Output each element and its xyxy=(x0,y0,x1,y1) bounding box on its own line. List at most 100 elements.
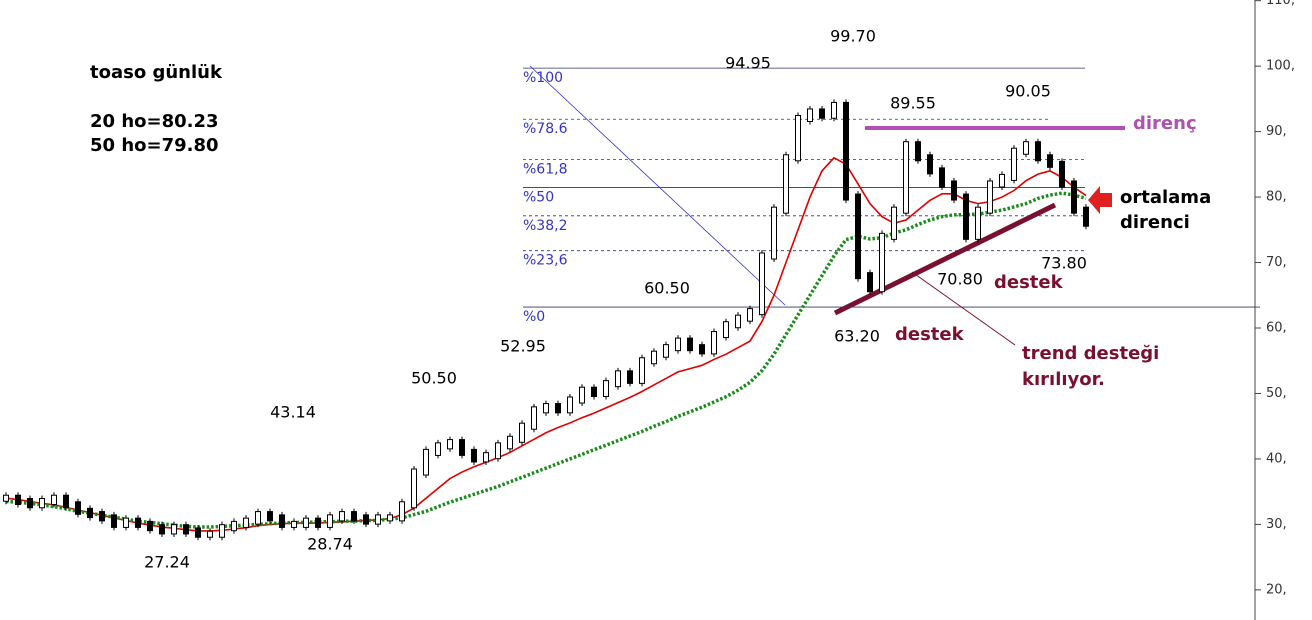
candle xyxy=(279,514,285,528)
candle xyxy=(75,501,81,515)
candle xyxy=(183,524,189,535)
candle xyxy=(891,206,897,240)
candle xyxy=(459,439,465,456)
candle xyxy=(627,370,633,384)
candle xyxy=(687,337,693,352)
candle xyxy=(111,514,117,528)
candle xyxy=(855,193,861,280)
candle xyxy=(699,344,705,355)
candle xyxy=(795,115,801,162)
candle xyxy=(723,321,729,339)
price-label: 43.14 xyxy=(270,403,316,422)
annotation: destek xyxy=(895,324,965,345)
annotation: destek xyxy=(994,272,1064,293)
candle xyxy=(519,422,525,443)
candle xyxy=(1011,147,1017,181)
candle xyxy=(123,517,129,528)
candle xyxy=(483,452,489,463)
annotation: ortalama xyxy=(1120,187,1211,208)
fib-label: %78.6 xyxy=(523,121,568,137)
annotation: trend desteği xyxy=(1022,343,1159,364)
candle xyxy=(267,511,273,522)
fib-label: %100 xyxy=(523,70,563,86)
candle xyxy=(435,442,441,456)
y-tick-label: 30, xyxy=(1266,517,1287,532)
candle xyxy=(543,403,549,414)
candle xyxy=(603,380,609,397)
candle xyxy=(51,494,57,505)
candle xyxy=(99,511,105,522)
price-label: 63.20 xyxy=(834,327,880,346)
arrow xyxy=(1088,186,1112,214)
price-label: 90.05 xyxy=(1005,82,1051,101)
candle xyxy=(615,370,621,388)
y-tick-label: 80, xyxy=(1266,190,1287,205)
candle xyxy=(591,386,597,397)
chart-title: toaso günlük xyxy=(90,62,223,83)
candle xyxy=(735,314,741,329)
candle xyxy=(39,497,45,509)
candle xyxy=(975,206,981,240)
candle xyxy=(87,507,93,519)
price-label: 94.95 xyxy=(725,54,771,73)
candle xyxy=(303,517,309,528)
y-tick-label: 40, xyxy=(1266,451,1287,466)
price-label: 89.55 xyxy=(890,94,936,113)
candle xyxy=(447,439,453,450)
candle xyxy=(219,524,225,538)
candle xyxy=(771,206,777,260)
candle xyxy=(567,396,573,414)
candle xyxy=(1059,160,1065,188)
price-label: 27.24 xyxy=(144,553,190,572)
candle xyxy=(867,272,873,293)
candle xyxy=(879,232,885,293)
fib-label: %38,2 xyxy=(523,218,567,234)
candle xyxy=(171,524,177,535)
annotation: direnci xyxy=(1120,212,1190,233)
candle xyxy=(915,141,921,162)
candle xyxy=(339,511,345,522)
y-tick-label: 90, xyxy=(1266,124,1287,139)
candle xyxy=(783,154,789,214)
note: 50 ho=79.80 xyxy=(90,135,219,156)
candle xyxy=(579,386,585,404)
candle xyxy=(195,527,201,538)
y-tick-label: 50, xyxy=(1266,386,1287,401)
candle xyxy=(291,520,297,528)
candle xyxy=(351,511,357,522)
candle xyxy=(363,514,369,525)
annotation: kırılıyor. xyxy=(1022,369,1105,390)
candle xyxy=(3,494,9,502)
price-label: 50.50 xyxy=(411,369,457,388)
fib-label: %0 xyxy=(523,309,545,325)
y-tick-label: 20, xyxy=(1266,582,1287,597)
candle xyxy=(843,101,849,201)
candle xyxy=(903,141,909,214)
candle xyxy=(231,520,237,532)
price-label: 73.80 xyxy=(1041,254,1087,273)
candle xyxy=(411,468,417,509)
candle xyxy=(15,494,21,505)
candle xyxy=(147,520,153,532)
candle xyxy=(387,514,393,522)
candle xyxy=(495,442,501,460)
price-label: 60.50 xyxy=(644,279,690,298)
candle xyxy=(399,501,405,522)
candle xyxy=(243,517,249,528)
candle xyxy=(207,530,213,538)
price-label: 70.80 xyxy=(937,270,983,289)
candle xyxy=(675,337,681,352)
candle xyxy=(1071,180,1077,214)
candle xyxy=(507,435,513,450)
candle xyxy=(63,494,69,509)
price-label: 99.70 xyxy=(830,27,876,46)
candle xyxy=(1023,141,1029,155)
candle xyxy=(951,180,957,201)
fib-label: %61,8 xyxy=(523,161,567,177)
fib-label: %50 xyxy=(523,190,554,206)
candle xyxy=(939,167,945,188)
annotation: direnç xyxy=(1133,113,1197,134)
trend-line xyxy=(833,202,1057,316)
candle xyxy=(759,252,765,316)
